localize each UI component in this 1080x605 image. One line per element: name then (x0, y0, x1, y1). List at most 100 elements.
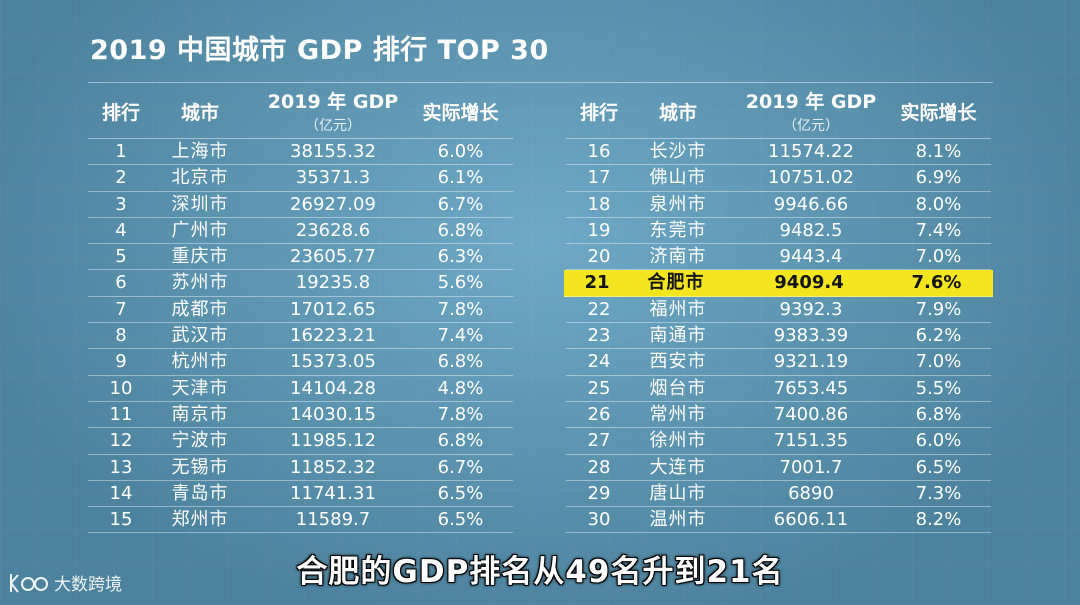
cell-growth: 6.0% (915, 430, 962, 452)
table-row: 24 西安市 9321.19 7.0% (566, 349, 991, 376)
header-rank: 排行 (101, 102, 140, 124)
header-gdp: 2019 年 GDP （亿元） (258, 87, 408, 135)
header-gdp-unit: （亿元） (783, 118, 839, 134)
cell-rank: 6 (115, 272, 127, 294)
cell-city: 徐州市 (649, 430, 707, 452)
cell-growth: 7.8% (437, 403, 484, 425)
cell-city: 郑州市 (171, 509, 229, 531)
table-row: 23 南通市 9383.39 6.2% (566, 323, 991, 350)
cell-gdp: 9409.4 (774, 272, 844, 294)
cell-gdp: 9321.19 (773, 351, 849, 373)
cell-rank: 22 (587, 298, 611, 320)
table-header: 排行 城市 2019 年 GDP （亿元） 实际增长 (88, 86, 513, 139)
cell-rank: 21 (584, 272, 610, 294)
cell-gdp: 23605.77 (290, 246, 376, 268)
cell-rank: 1 (115, 141, 127, 162)
cell-city: 深圳市 (171, 193, 229, 215)
cell-gdp: 7001.7 (779, 456, 843, 478)
cell-growth: 6.8% (437, 351, 484, 373)
header-gdp-label: 2019 年 GDP (745, 91, 877, 113)
ranking-table-left: 排行 城市 2019 年 GDP （亿元） 实际增长 1 上海市 38155.32 6… (88, 86, 513, 534)
cell-city: 成都市 (171, 298, 229, 320)
header-growth: 实际增长 (422, 102, 499, 124)
table-row: 5 重庆市 23605.77 6.3% (88, 244, 513, 271)
cell-gdp: 15373.05 (290, 351, 376, 373)
cell-city: 福州市 (649, 298, 707, 320)
header-city: 城市 (658, 102, 697, 124)
cell-growth: 6.7% (437, 456, 484, 478)
kb-logo-icon (10, 573, 48, 593)
cell-rank: 13 (109, 456, 133, 478)
cell-gdp: 14030.15 (290, 403, 376, 425)
table-row: 4 广州市 23628.6 6.8% (88, 218, 513, 245)
cell-growth: 7.0% (915, 246, 962, 268)
header-rank: 排行 (579, 102, 618, 124)
cell-gdp: 6606.11 (773, 509, 849, 531)
table-row: 25 烟台市 7653.45 5.5% (566, 376, 991, 402)
cell-rank: 20 (587, 246, 611, 268)
cell-rank: 29 (587, 482, 611, 504)
cell-gdp: 35371.3 (295, 167, 371, 189)
cell-city: 长沙市 (649, 141, 707, 162)
cell-rank: 19 (587, 219, 611, 241)
video-subtitle: 合肥的GDP排名从49名升到21名 (296, 554, 784, 590)
header-gdp-label: 2019 年 GDP (267, 91, 399, 113)
cell-city: 合肥市 (647, 272, 705, 294)
cell-growth: 7.4% (915, 219, 962, 241)
table-row: 2 北京市 35371.3 6.1% (88, 165, 513, 192)
cell-rank: 12 (109, 430, 133, 452)
cell-growth: 5.5% (915, 377, 962, 399)
cell-rank: 14 (109, 482, 133, 504)
cell-gdp: 11985.12 (290, 430, 376, 452)
cell-growth: 6.9% (915, 167, 962, 189)
cell-growth: 6.8% (437, 430, 484, 452)
cell-rank: 5 (115, 246, 127, 268)
cell-gdp: 9443.4 (779, 246, 843, 268)
table-row: 27 徐州市 7151.35 6.0% (566, 428, 991, 455)
cell-gdp: 11852.32 (290, 456, 376, 478)
table-row: 7 成都市 17012.65 7.8% (88, 297, 513, 324)
cell-city: 大连市 (649, 456, 707, 478)
cell-gdp: 7653.45 (773, 377, 849, 399)
cell-gdp: 26927.09 (290, 193, 376, 215)
cell-city: 佛山市 (649, 167, 707, 189)
table-row: 14 青岛市 11741.31 6.5% (88, 481, 513, 508)
table-row: 18 泉州市 9946.66 8.0% (566, 192, 991, 218)
cell-growth: 8.2% (915, 509, 962, 531)
cell-gdp: 19235.8 (295, 272, 371, 294)
cell-growth: 6.5% (437, 482, 484, 504)
cell-growth: 6.7% (437, 193, 484, 215)
cell-city: 无锡市 (171, 456, 229, 478)
cell-growth: 7.9% (915, 298, 962, 320)
cell-city: 南京市 (171, 403, 229, 425)
cell-gdp: 9482.5 (779, 219, 843, 241)
cell-gdp: 9392.3 (779, 298, 843, 320)
cell-city: 上海市 (171, 141, 229, 162)
cell-gdp: 38155.32 (290, 141, 376, 162)
table-row: 16 长沙市 11574.22 8.1% (566, 139, 991, 166)
cell-growth: 7.4% (437, 325, 484, 347)
cell-gdp: 23628.6 (295, 219, 371, 241)
cell-city: 广州市 (171, 219, 229, 241)
cell-growth: 7.8% (437, 298, 484, 320)
cell-growth: 5.6% (437, 272, 484, 294)
cell-growth: 6.5% (437, 509, 484, 531)
cell-growth: 7.6% (911, 272, 962, 294)
cell-growth: 6.1% (437, 167, 484, 189)
cell-city: 重庆市 (171, 246, 229, 268)
table-row: 28 大连市 7001.7 6.5% (566, 455, 991, 481)
cell-growth: 6.8% (915, 403, 962, 425)
header-growth: 实际增长 (900, 102, 977, 124)
table-row: 3 深圳市 26927.09 6.7% (88, 192, 513, 218)
header-city: 城市 (180, 102, 219, 124)
cell-gdp: 7400.86 (773, 403, 849, 425)
table-row: 30 温州市 6606.11 8.2% (566, 507, 991, 534)
table-row: 22 福州市 9392.3 7.9% (566, 297, 991, 324)
cell-city: 天津市 (171, 377, 229, 399)
cell-city: 济南市 (649, 246, 707, 268)
table-row: 10 天津市 14104.28 4.8% (88, 376, 513, 402)
title-divider (88, 82, 993, 83)
cell-rank: 16 (587, 141, 611, 162)
header-gdp: 2019 年 GDP （亿元） (736, 87, 886, 135)
cell-rank: 30 (587, 509, 611, 531)
